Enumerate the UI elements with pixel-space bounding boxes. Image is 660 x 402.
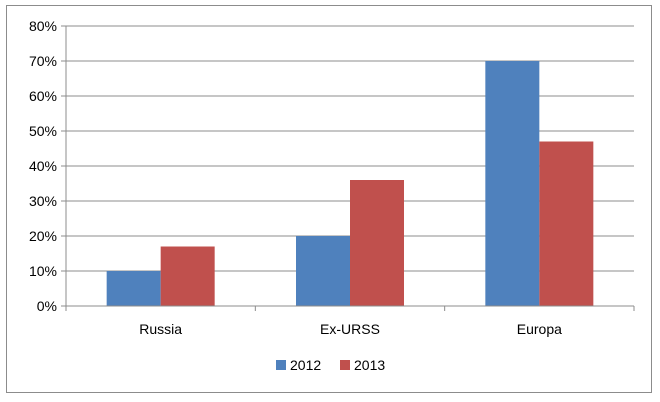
y-tick-labels: 0% 10% 20% 30% 40% 50% 60% 70% 80% — [29, 18, 57, 314]
bar-2013-russia — [160, 246, 215, 306]
x-tick-label: Europa — [517, 321, 562, 337]
y-tick-label: 30% — [29, 193, 57, 209]
y-tick-label: 60% — [29, 88, 57, 104]
legend: 2012 2013 — [276, 357, 385, 373]
bar-2013-europa — [539, 141, 594, 306]
y-tick-label: 40% — [29, 158, 57, 174]
bar-2012-russia — [106, 271, 161, 306]
y-tick-label: 80% — [29, 18, 57, 34]
bars — [106, 61, 594, 306]
bar-2012-europa — [485, 61, 540, 306]
legend-label-2013: 2013 — [354, 357, 385, 373]
axes — [61, 25, 635, 311]
bar-2012-ex-urss — [296, 236, 350, 306]
y-tick-label: 0% — [37, 298, 57, 314]
legend-swatch-2012 — [276, 360, 286, 370]
legend-swatch-2013 — [340, 360, 350, 370]
y-tick-label: 10% — [29, 263, 57, 279]
y-tick-label: 70% — [29, 53, 57, 69]
y-tick-label: 50% — [29, 123, 57, 139]
bar-2013-ex-urss — [350, 180, 404, 306]
x-tick-label: Russia — [139, 321, 182, 337]
legend-label-2012: 2012 — [290, 357, 321, 373]
x-tick-label: Ex-URSS — [320, 321, 380, 337]
y-tick-label: 20% — [29, 228, 57, 244]
x-tick-labels: Russia Ex-URSS Europa — [139, 321, 562, 337]
